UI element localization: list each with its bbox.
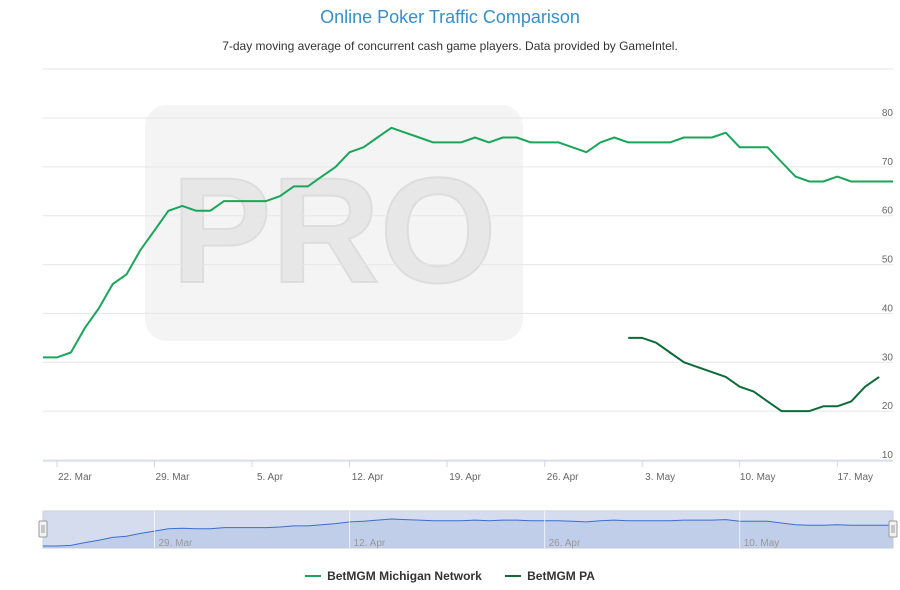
- x-tick-label: 12. Apr: [352, 472, 384, 483]
- legend-swatch-pa: [505, 575, 522, 577]
- navigator-selection: [43, 511, 893, 548]
- navigator-label: 12. Apr: [354, 538, 386, 549]
- series-layer: [43, 126, 893, 413]
- x-tick-label: 19. Apr: [449, 472, 481, 483]
- x-tick-label: 10. May: [740, 472, 776, 483]
- legend-item-michigan[interactable]: BetMGM Michigan Network: [305, 569, 482, 583]
- y-axis: 10 20 30 40 50 60 70 80: [882, 108, 894, 461]
- x-tick-label: 22. Mar: [58, 472, 93, 483]
- legend-swatch-michigan: [305, 575, 322, 577]
- x-tick-label: 29. Mar: [156, 472, 191, 483]
- navigator-area: [43, 519, 893, 548]
- legend-label-michigan: BetMGM Michigan Network: [327, 569, 482, 583]
- series-line-michigan: [43, 126, 893, 359]
- y-tick-label: 20: [882, 401, 894, 412]
- legend-label-pa: BetMGM PA: [527, 569, 595, 583]
- chart-title: Online Poker Traffic Comparison: [320, 7, 580, 27]
- x-tick-label: 5. Apr: [257, 472, 284, 483]
- y-tick-label: 10: [882, 450, 894, 461]
- x-tick-label: 26. Apr: [547, 472, 579, 483]
- navigator-handle-right[interactable]: [888, 520, 898, 538]
- y-tick-label: 30: [882, 352, 894, 363]
- legend-item-pa[interactable]: BetMGM PA: [505, 569, 595, 583]
- x-tick-label: 17. May: [837, 472, 873, 483]
- watermark-panel: [145, 105, 523, 341]
- y-tick-label: 70: [882, 157, 894, 168]
- legend: BetMGM Michigan Network BetMGM PA: [0, 566, 900, 583]
- navigator-line: [43, 518, 893, 547]
- navigator[interactable]: 29. Mar 12. Apr 26. Apr 10. May: [38, 510, 898, 549]
- navigator-label: 29. Mar: [158, 538, 193, 549]
- chart-subtitle: 7-day moving average of concurrent cash …: [222, 39, 678, 53]
- navigator-handle-left[interactable]: [38, 520, 48, 538]
- navigator-label: 26. Apr: [549, 538, 581, 549]
- grid-lines: [43, 68, 893, 461]
- y-tick-label: 80: [882, 108, 894, 119]
- x-tick-label: 3. May: [645, 472, 675, 483]
- series-line-pa: [628, 336, 880, 413]
- y-tick-label: 50: [882, 255, 894, 266]
- y-tick-label: 40: [882, 303, 894, 314]
- x-axis: 22. Mar 29. Mar 5. Apr 12. Apr 19. Apr 26. Ap…: [43, 460, 893, 483]
- y-tick-label: 60: [882, 206, 894, 217]
- watermark-text: PRO: [171, 146, 496, 314]
- navigator-label: 10. May: [744, 538, 780, 549]
- pro-watermark: PRO: [145, 105, 523, 341]
